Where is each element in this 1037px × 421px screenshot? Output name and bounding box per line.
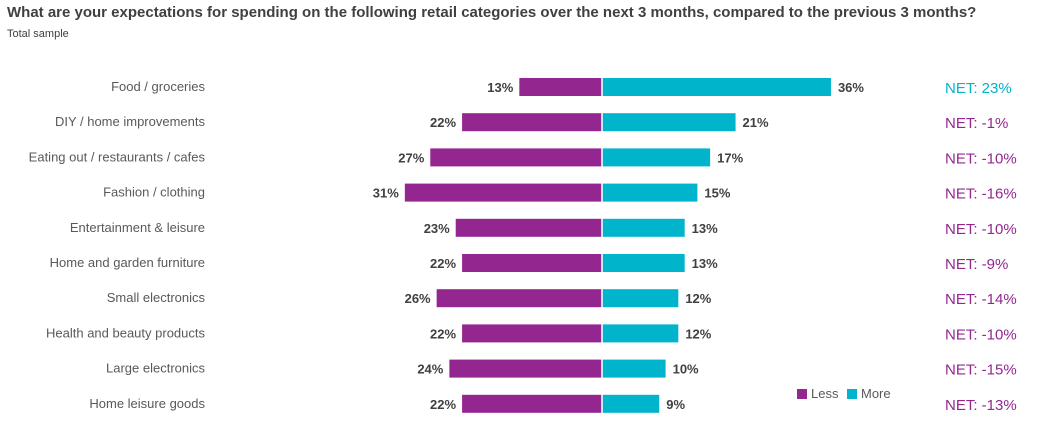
category-label: Large electronics bbox=[106, 361, 205, 376]
net-label: NET: -14% bbox=[945, 291, 1017, 308]
bar-less bbox=[455, 218, 602, 237]
value-label-less: 22% bbox=[430, 397, 456, 412]
category-label: Small electronics bbox=[107, 290, 206, 305]
value-label-more: 36% bbox=[838, 80, 864, 95]
value-label-more: 13% bbox=[692, 221, 718, 236]
value-label-more: 13% bbox=[692, 256, 718, 271]
bar-less bbox=[436, 289, 602, 308]
bar-more bbox=[602, 218, 685, 237]
value-label-less: 13% bbox=[487, 80, 513, 95]
category-label: Food / groceries bbox=[111, 79, 205, 94]
value-label-more: 12% bbox=[685, 326, 711, 341]
bar-less bbox=[462, 394, 602, 413]
chart-title: What are your expectations for spending … bbox=[7, 4, 977, 21]
bar-more bbox=[602, 324, 679, 343]
bar-more bbox=[602, 254, 685, 272]
bar-more bbox=[602, 148, 711, 167]
bar-less bbox=[404, 183, 602, 202]
bar-less bbox=[462, 113, 602, 132]
bar-more bbox=[602, 78, 831, 96]
net-label: NET: -10% bbox=[945, 150, 1017, 167]
net-label: NET: 23% bbox=[945, 80, 1012, 97]
legend-label-more: More bbox=[861, 386, 891, 401]
value-label-more: 9% bbox=[666, 397, 685, 412]
chart-subtitle: Total sample bbox=[7, 28, 69, 40]
category-label: Fashion / clothing bbox=[103, 185, 205, 200]
bar-more bbox=[602, 394, 660, 413]
category-label: Eating out / restaurants / cafes bbox=[29, 149, 206, 164]
value-label-less: 23% bbox=[424, 221, 450, 236]
value-label-less: 26% bbox=[405, 291, 431, 306]
value-label-more: 17% bbox=[717, 150, 743, 165]
bar-less bbox=[462, 254, 602, 272]
legend-swatch-more bbox=[847, 389, 857, 399]
net-label: NET: -16% bbox=[945, 186, 1017, 203]
value-label-more: 10% bbox=[673, 362, 699, 377]
value-label-less: 31% bbox=[373, 186, 399, 201]
legend-label-less: Less bbox=[811, 386, 839, 401]
value-label-less: 22% bbox=[430, 115, 456, 130]
value-label-less: 27% bbox=[398, 150, 424, 165]
category-label: Home and garden furniture bbox=[50, 255, 205, 270]
bar-more bbox=[602, 289, 679, 308]
net-label: NET: -9% bbox=[945, 256, 1008, 273]
legend-swatch-less bbox=[797, 389, 807, 399]
category-label: Home leisure goods bbox=[89, 396, 205, 411]
value-label-more: 12% bbox=[685, 291, 711, 306]
net-label: NET: -1% bbox=[945, 115, 1008, 132]
bar-more bbox=[602, 113, 736, 132]
net-label: NET: -15% bbox=[945, 362, 1017, 379]
bar-less bbox=[462, 324, 602, 343]
net-label: NET: -10% bbox=[945, 221, 1017, 238]
value-label-less: 22% bbox=[430, 326, 456, 341]
value-label-more: 21% bbox=[743, 115, 769, 130]
category-label: DIY / home improvements bbox=[55, 114, 206, 129]
value-label-more: 15% bbox=[704, 186, 730, 201]
bar-less bbox=[519, 78, 602, 96]
bar-more bbox=[602, 183, 698, 202]
net-label: NET: -13% bbox=[945, 397, 1017, 414]
value-label-less: 24% bbox=[417, 362, 443, 377]
bar-less bbox=[449, 359, 602, 378]
net-label: NET: -10% bbox=[945, 326, 1017, 343]
category-label: Health and beauty products bbox=[46, 325, 205, 340]
category-label: Entertainment & leisure bbox=[70, 220, 205, 235]
bar-more bbox=[602, 359, 666, 378]
value-label-less: 22% bbox=[430, 256, 456, 271]
bar-less bbox=[430, 148, 602, 167]
